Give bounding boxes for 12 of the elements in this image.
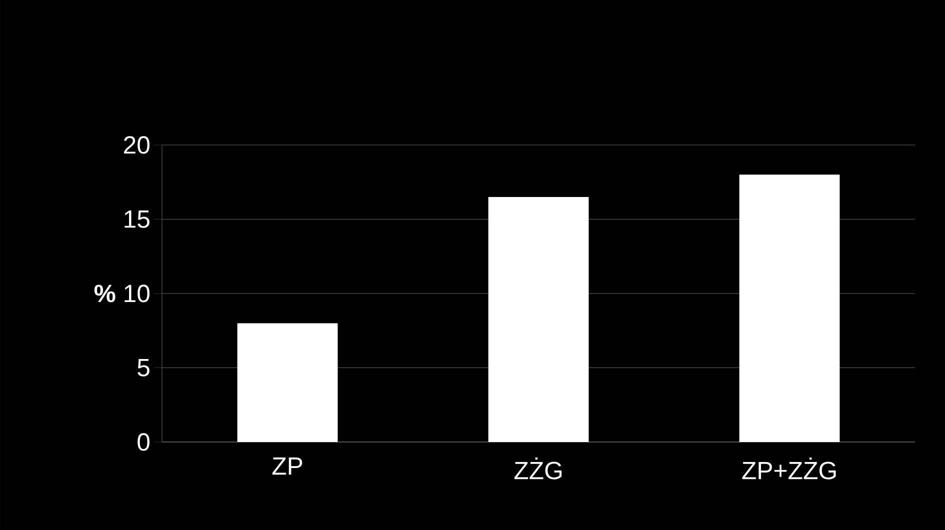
- bar: [237, 323, 338, 442]
- x-tick-label: ZŻG: [514, 458, 562, 480]
- x-tick-label: ZP+ZŻG: [742, 458, 836, 480]
- y-axis-title: %: [94, 284, 116, 302]
- y-tick-label: 10: [124, 284, 150, 302]
- y-tick-label: 15: [124, 210, 150, 228]
- y-tick-label: 20: [124, 136, 150, 154]
- y-tick-label: 0: [138, 433, 150, 451]
- bar: [739, 174, 840, 442]
- bar: [488, 196, 589, 442]
- x-tick-label: ZP: [272, 458, 302, 475]
- y-tick-label: 5: [138, 359, 150, 376]
